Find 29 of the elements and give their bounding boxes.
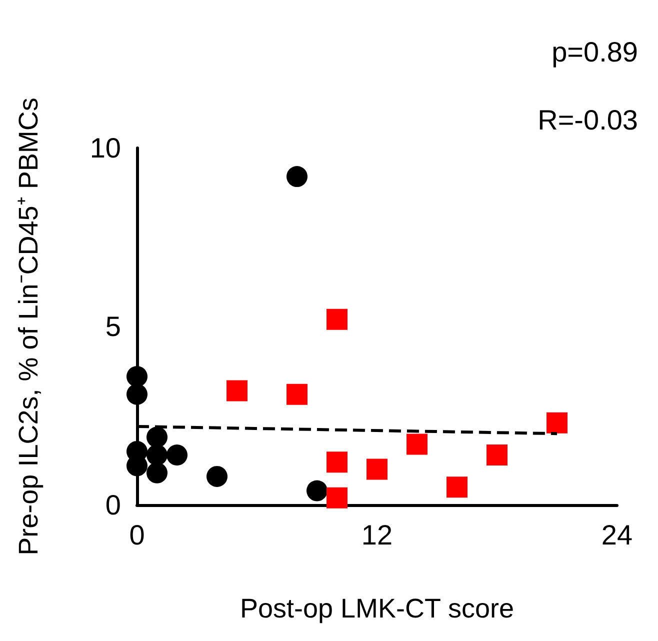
point <box>126 384 148 405</box>
point <box>146 444 168 466</box>
y-tick-label: 5 <box>105 311 121 342</box>
y-tick-label: 10 <box>90 132 121 164</box>
y-axis-title: Pre-op ILC2s, % of Lin⁻CD45⁺ PBMCs <box>14 98 44 556</box>
point <box>486 444 508 466</box>
point <box>326 452 348 473</box>
point <box>446 476 468 498</box>
point <box>226 380 248 402</box>
point <box>166 444 188 466</box>
point <box>326 487 348 508</box>
point <box>406 434 428 455</box>
point <box>326 308 348 330</box>
point <box>126 366 148 387</box>
point <box>546 412 568 434</box>
point <box>286 166 308 188</box>
y-tick-label: 0 <box>105 490 121 520</box>
x-tick-label: 24 <box>601 520 633 550</box>
point <box>366 458 388 480</box>
point <box>206 466 228 487</box>
point <box>146 426 168 448</box>
point <box>146 462 168 484</box>
point <box>286 384 308 405</box>
point <box>306 480 328 502</box>
x-tick-label: 0 <box>129 520 145 550</box>
x-axis-title: Post-op LMK-CT score <box>240 594 514 624</box>
x-tick-label: 12 <box>361 520 393 550</box>
text: p=0.89 <box>552 36 638 68</box>
text: R=-0.03 <box>538 104 638 136</box>
